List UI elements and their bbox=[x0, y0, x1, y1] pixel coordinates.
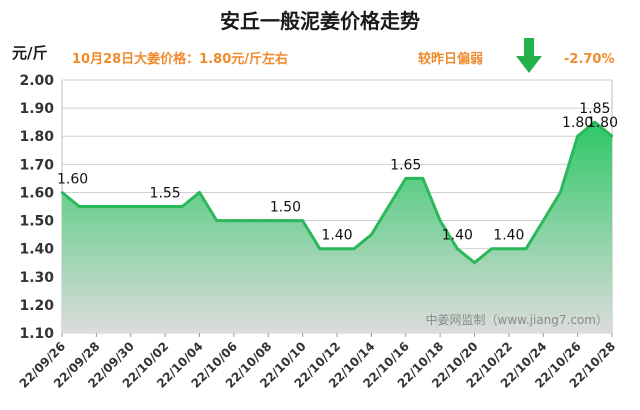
data-point bbox=[284, 219, 287, 222]
data-point bbox=[438, 219, 442, 222]
data-label: 1.65 bbox=[390, 157, 421, 173]
data-label: 1.85 bbox=[579, 101, 610, 117]
data-point bbox=[249, 219, 253, 222]
data-point bbox=[163, 205, 167, 208]
data-point bbox=[387, 205, 390, 208]
y-tick-label: 1.10 bbox=[19, 326, 54, 342]
data-point bbox=[215, 219, 218, 222]
data-labels: 1.60 1.55 1.50 1.40 1.65 1.40 1.40 1.801.851.80 bbox=[57, 101, 618, 244]
data-point bbox=[404, 177, 407, 180]
y-axis-ticks: 1.10 1.20 1.30 1.40 1.50 1.60 1.70 1.80 1.90 2.00 bbox=[19, 73, 54, 342]
chart-title: 安丘一般泥姜价格走势 bbox=[220, 9, 420, 33]
y-tick-label: 1.80 bbox=[19, 129, 54, 145]
data-point bbox=[421, 177, 425, 180]
y-tick-label: 1.70 bbox=[19, 157, 54, 173]
data-point bbox=[576, 135, 579, 138]
y-axis-unit: 元/斤 bbox=[12, 44, 47, 62]
data-point bbox=[353, 247, 356, 250]
data-point bbox=[610, 135, 614, 138]
data-point bbox=[593, 121, 596, 124]
change-percent: -2.70% bbox=[564, 52, 615, 67]
y-tick-label: 1.20 bbox=[19, 298, 54, 314]
data-point bbox=[473, 261, 476, 264]
data-point bbox=[370, 233, 373, 236]
watermark: 中姜网监制（www.jiang7.com） bbox=[426, 312, 608, 327]
data-point bbox=[78, 205, 81, 208]
data-point bbox=[198, 191, 201, 194]
y-tick-label: 2.00 bbox=[19, 73, 54, 89]
data-label: 1.40 bbox=[321, 228, 352, 244]
data-label: 1.50 bbox=[270, 200, 301, 216]
data-point bbox=[232, 219, 236, 222]
y-tick-label: 1.50 bbox=[19, 214, 54, 230]
data-label: 1.40 bbox=[442, 228, 473, 244]
data-point bbox=[267, 219, 270, 222]
data-point bbox=[542, 219, 545, 222]
y-tick-label: 1.90 bbox=[19, 101, 54, 117]
x-axis-ticks: 22/09/2622/09/2822/09/3022/10/0222/10/04… bbox=[17, 333, 618, 391]
y-tick-label: 1.40 bbox=[19, 242, 54, 258]
data-point bbox=[301, 219, 304, 222]
down-arrow-icon bbox=[516, 38, 542, 73]
data-point bbox=[335, 247, 339, 250]
data-point bbox=[129, 205, 132, 208]
data-point bbox=[112, 205, 115, 208]
data-point bbox=[456, 247, 459, 250]
data-label: 1.40 bbox=[493, 228, 524, 244]
data-label: 1.80 bbox=[562, 115, 593, 131]
y-tick-label: 1.60 bbox=[19, 185, 54, 201]
data-point bbox=[559, 191, 562, 194]
data-point bbox=[181, 205, 184, 208]
data-point bbox=[95, 205, 98, 208]
area-fill bbox=[62, 122, 612, 333]
data-point bbox=[318, 247, 321, 250]
data-point bbox=[490, 247, 493, 250]
data-label: 1.60 bbox=[57, 171, 88, 187]
area-series bbox=[60, 120, 614, 333]
data-point bbox=[146, 205, 150, 208]
data-point bbox=[524, 247, 528, 250]
data-label: 1.80 bbox=[587, 115, 618, 131]
compare-note: 较昨日偏弱 bbox=[418, 51, 483, 67]
y-tick-label: 1.30 bbox=[19, 270, 54, 286]
price-note: 10月28日大姜价格：1.80元/斤左右 bbox=[72, 51, 288, 67]
data-point bbox=[60, 191, 64, 194]
data-point bbox=[507, 247, 511, 250]
data-label: 1.55 bbox=[150, 186, 181, 202]
